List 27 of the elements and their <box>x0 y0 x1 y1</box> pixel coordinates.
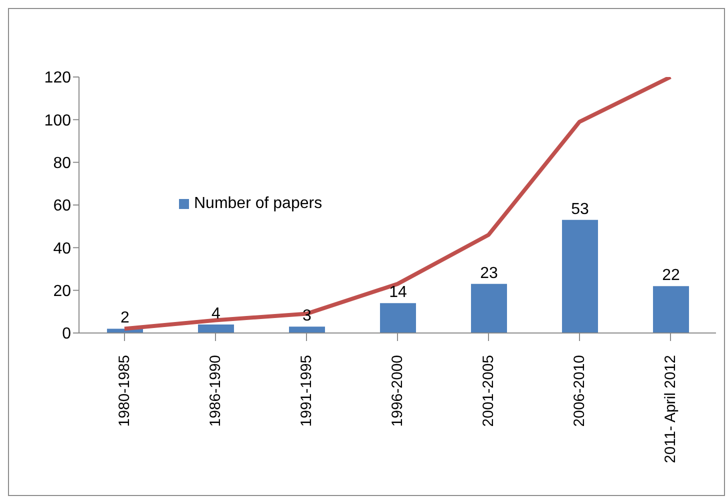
data-label: 22 <box>662 267 680 284</box>
y-tick-label: 0 <box>62 326 72 343</box>
x-tick-label: 1986-1990 <box>207 355 224 427</box>
data-label: 14 <box>389 284 407 302</box>
bar <box>471 284 507 333</box>
y-tick-label: 100 <box>44 112 72 130</box>
y-tick-label: 60 <box>53 198 72 215</box>
x-tick-label: 2001-2005 <box>480 355 497 427</box>
x-tick-label: 1991-1995 <box>298 355 315 427</box>
bar <box>289 326 325 333</box>
bar <box>198 324 234 333</box>
x-tick-label: 1980-1985 <box>116 355 133 427</box>
y-tick-label: 40 <box>53 240 72 258</box>
y-tick-label: 120 <box>44 70 72 87</box>
bar <box>380 303 416 333</box>
y-tick-label: 80 <box>53 155 72 172</box>
x-tick-label: 1996-2000 <box>389 355 406 427</box>
bar <box>653 286 689 333</box>
legend-label: Number of papers <box>194 195 322 213</box>
y-tick-label: 20 <box>53 283 72 300</box>
x-tick-label: 2006-2010 <box>571 355 588 427</box>
data-label: 53 <box>571 200 589 218</box>
data-label: 23 <box>480 264 498 282</box>
x-tick-label: 2011- April 2012 <box>662 355 679 464</box>
data-label: 4 <box>212 305 221 322</box>
bar <box>562 220 598 333</box>
data-label: 2 <box>120 310 130 327</box>
